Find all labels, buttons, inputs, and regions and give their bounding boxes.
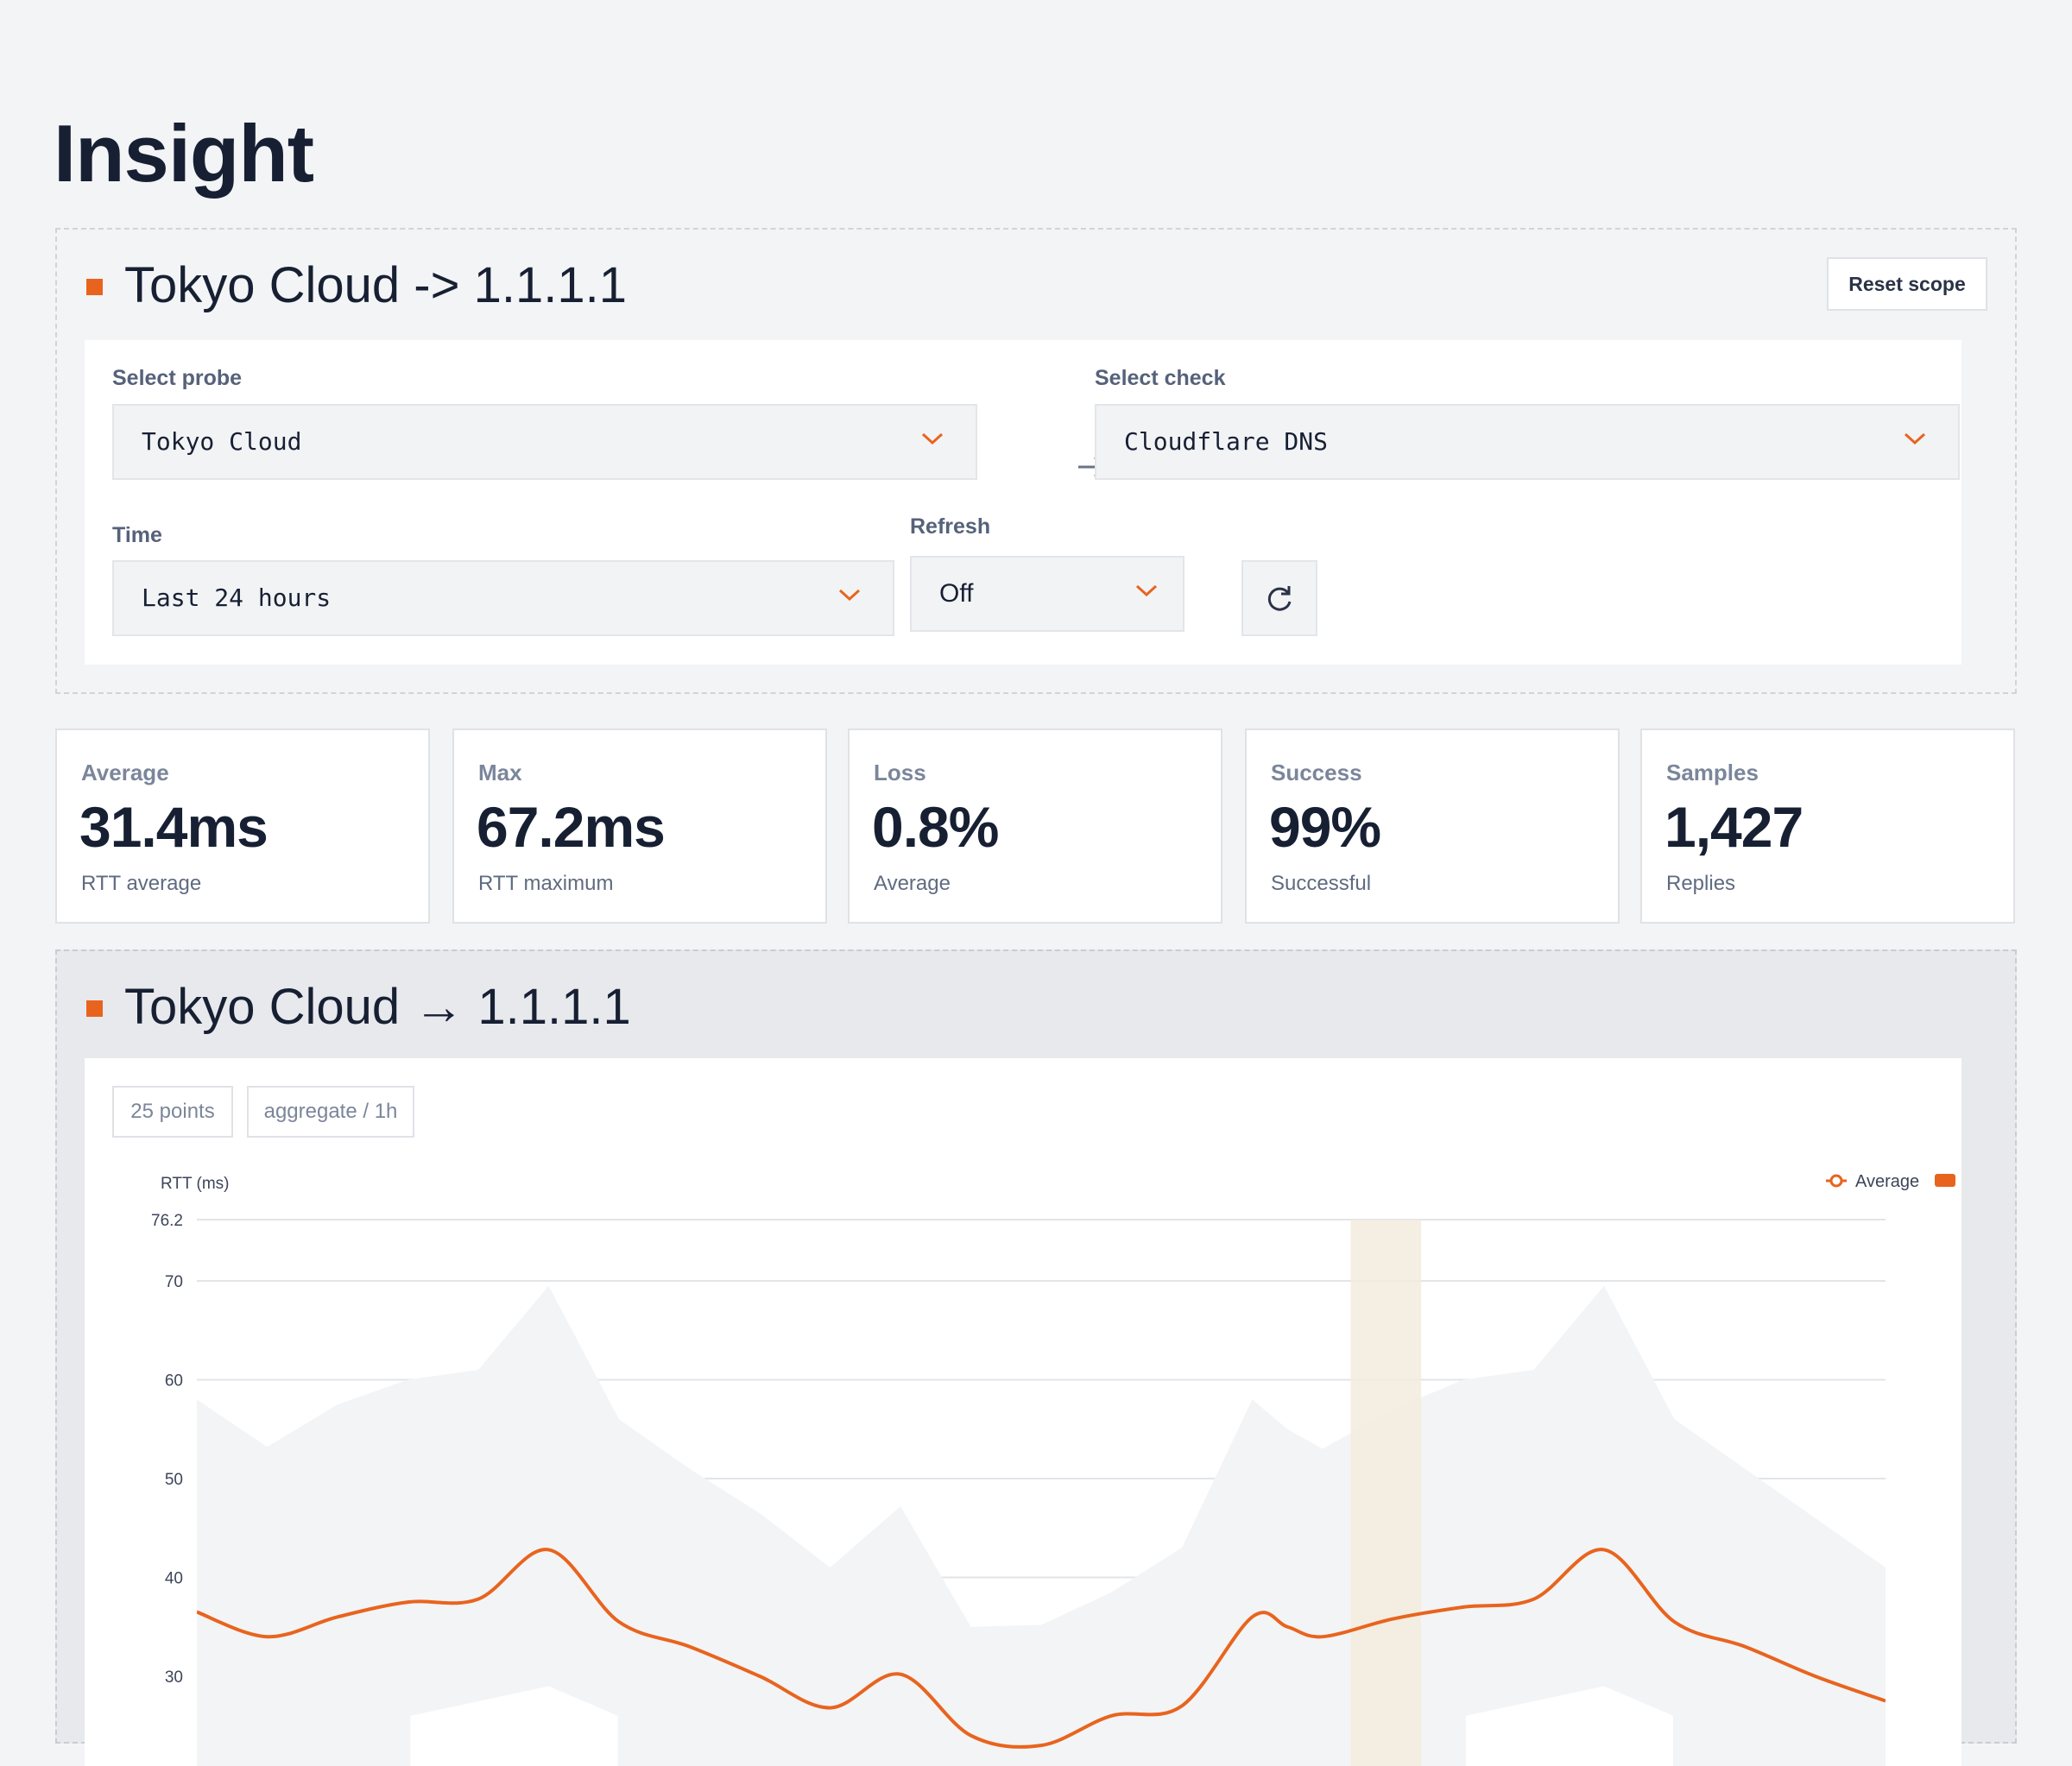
stat-card-samples: Samples 1,427 Replies: [1640, 728, 2015, 924]
check-select[interactable]: Cloudflare DNS: [1095, 404, 1960, 480]
scope-form: Select probe Tokyo Cloud Select check Cl…: [85, 340, 1961, 665]
legend-average-label: Average: [1855, 1172, 1919, 1191]
stat-sub: Average: [874, 872, 951, 895]
stat-value: 99%: [1269, 795, 1381, 859]
chart-panel: Tokyo Cloud → 1.1.1.1 25 points aggregat…: [55, 949, 2017, 1766]
chevron-down-icon: [1135, 584, 1158, 597]
time-label: Time: [112, 523, 162, 547]
refresh-label: Refresh: [910, 514, 991, 539]
max-band-area: [197, 1285, 1886, 1766]
stat-label: Max: [478, 760, 522, 785]
y-tick-label: 60: [165, 1372, 183, 1390]
probe-select[interactable]: Tokyo Cloud: [112, 404, 977, 480]
refresh-button[interactable]: [1241, 560, 1317, 636]
stat-value: 1,427: [1665, 795, 1804, 859]
stat-value: 31.4ms: [79, 795, 268, 859]
stat-sub: RTT average: [81, 872, 202, 895]
stat-value: 0.8%: [872, 795, 999, 859]
y-tick-label: 76.2: [151, 1212, 183, 1230]
stat-label: Success: [1271, 760, 1362, 785]
legend-loss-swatch: [1935, 1174, 1955, 1187]
points-chip: 25 points: [112, 1086, 233, 1138]
loss-bar: [1350, 1220, 1422, 1766]
probe-label: Select probe: [112, 366, 243, 390]
chart-card: 25 points aggregate / 1h 76.2 70 60 50 40 30 R…: [85, 1058, 1961, 1766]
probe-select-value: Tokyo Cloud: [142, 427, 302, 456]
legend-average-marker: [1829, 1174, 1843, 1188]
stat-card-average: Average 31.4ms RTT average: [55, 728, 430, 924]
chevron-down-icon: [838, 589, 861, 602]
stat-card-loss: Loss 0.8% Average: [848, 728, 1222, 924]
stat-label: Average: [81, 760, 169, 785]
scope-marker-icon: [86, 279, 103, 295]
y-tick-label: 70: [165, 1273, 183, 1291]
y-tick-label: 30: [165, 1668, 183, 1687]
page-title: Insight: [54, 108, 314, 199]
aggregate-chip: aggregate / 1h: [247, 1086, 414, 1138]
y-tick-label: 40: [165, 1569, 183, 1587]
check-label: Select check: [1095, 366, 1226, 390]
time-select-value: Last 24 hours: [142, 583, 332, 612]
stat-label: Loss: [874, 760, 926, 785]
check-select-value: Cloudflare DNS: [1124, 427, 1329, 456]
stat-sub: Successful: [1271, 872, 1372, 895]
stat-card-success: Success 99% Successful: [1245, 728, 1620, 924]
time-select[interactable]: Last 24 hours: [112, 560, 894, 636]
scope-heading: Tokyo Cloud -> 1.1.1.1: [124, 257, 627, 313]
chart-marker-icon: [86, 1000, 103, 1017]
stat-label: Samples: [1666, 760, 1759, 785]
stat-sub: Replies: [1666, 872, 1736, 895]
y-tick-label: 50: [165, 1471, 183, 1489]
scope-panel: Tokyo Cloud -> 1.1.1.1 Reset scope Selec…: [55, 228, 2017, 694]
refresh-select-value: Off: [939, 579, 974, 608]
reset-scope-button[interactable]: Reset scope: [1827, 257, 1987, 311]
stat-value: 67.2ms: [477, 795, 666, 859]
y-axis-label: RTT (ms): [161, 1175, 230, 1193]
refresh-select[interactable]: Off: [910, 556, 1184, 632]
chevron-down-icon: [1904, 432, 1926, 445]
refresh-icon: [1267, 586, 1292, 611]
stat-card-max: Max 67.2ms RTT maximum: [452, 728, 827, 924]
chevron-down-icon: [921, 432, 944, 445]
chart-heading: Tokyo Cloud → 1.1.1.1: [124, 979, 631, 1035]
stat-sub: RTT maximum: [478, 872, 614, 895]
